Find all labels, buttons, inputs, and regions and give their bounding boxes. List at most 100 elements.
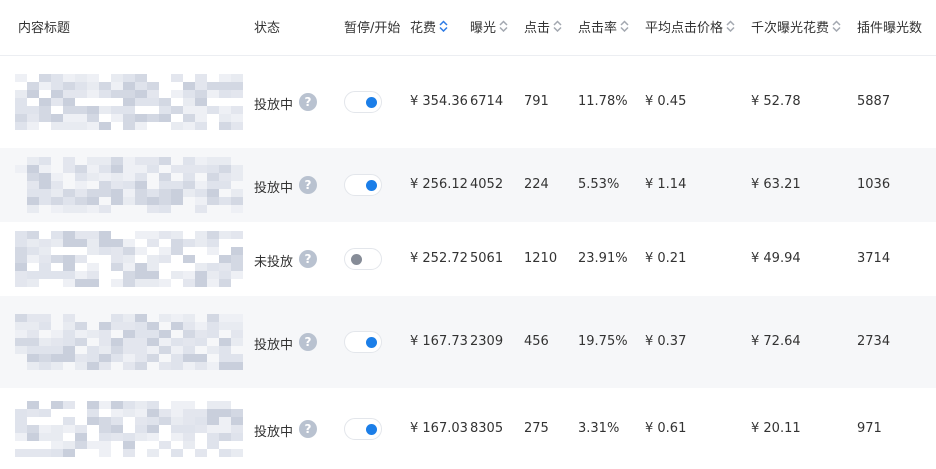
blur-pixel <box>231 73 243 82</box>
blur-pixel <box>15 97 27 106</box>
blur-pixel <box>99 424 111 433</box>
blur-pixel <box>27 330 39 338</box>
help-icon[interactable]: ? <box>299 250 317 268</box>
sort-icon[interactable] <box>726 20 735 32</box>
blur-pixel <box>159 255 171 263</box>
blur-pixel <box>51 189 63 197</box>
blur-pixel <box>183 255 195 263</box>
blur-pixel <box>87 247 99 255</box>
toggle-switch[interactable] <box>344 417 382 440</box>
blur-pixel <box>195 338 207 346</box>
blur-pixel <box>99 189 111 197</box>
blur-pixel <box>195 279 207 287</box>
blur-pixel <box>99 105 111 114</box>
blur-pixel <box>27 271 39 279</box>
blur-pixel <box>159 173 171 181</box>
sort-icon[interactable] <box>499 20 508 32</box>
sort-icon[interactable] <box>553 20 562 32</box>
blur-pixel <box>183 173 195 181</box>
help-icon[interactable]: ? <box>299 333 317 351</box>
blur-pixel <box>123 121 135 130</box>
blur-pixel <box>63 263 75 271</box>
blur-pixel <box>171 247 183 255</box>
column-header[interactable]: 千次曝光花费 <box>751 21 830 36</box>
blur-pixel <box>207 263 219 271</box>
blur-pixel <box>171 271 183 279</box>
blur-pixel <box>171 354 183 362</box>
sort-icon[interactable] <box>832 20 841 32</box>
blur-pixel <box>27 121 39 130</box>
column-header[interactable]: 花费 <box>410 21 437 36</box>
blur-pixel <box>111 255 123 263</box>
blur-pixel <box>123 263 135 271</box>
blur-pixel <box>111 432 123 441</box>
blur-pixel <box>183 432 195 441</box>
blur-pixel <box>99 205 111 213</box>
cell-value: ¥ 20.11 <box>751 420 801 436</box>
cell-value: 224 <box>524 177 549 192</box>
cell-value: ¥ 52.78 <box>751 93 801 109</box>
column-header[interactable]: 曝光 <box>470 21 497 36</box>
blur-pixel <box>135 197 147 205</box>
blur-pixel <box>219 89 231 98</box>
blur-pixel <box>39 181 51 189</box>
blur-pixel <box>159 416 171 425</box>
cell-value: 275 <box>524 420 549 436</box>
blur-pixel <box>159 314 171 322</box>
help-icon[interactable]: ? <box>299 419 317 438</box>
blur-pixel <box>219 432 231 441</box>
blurred-title <box>15 73 243 130</box>
sort-icon[interactable] <box>620 20 629 32</box>
blur-pixel <box>39 165 51 173</box>
blur-pixel <box>123 255 135 263</box>
blur-pixel <box>159 97 171 106</box>
blur-pixel <box>15 263 27 271</box>
blur-pixel <box>123 400 135 409</box>
blur-pixel <box>75 105 87 114</box>
blur-pixel <box>15 279 27 287</box>
blur-pixel <box>231 173 243 181</box>
blur-pixel <box>39 157 51 165</box>
column-header[interactable]: 点击 <box>524 21 551 36</box>
blur-pixel <box>99 157 111 165</box>
toggle-switch[interactable] <box>344 90 382 113</box>
blur-pixel <box>171 448 183 457</box>
toggle-knob <box>351 254 362 265</box>
toggle-knob <box>366 96 377 108</box>
blur-pixel <box>63 400 75 409</box>
blur-pixel <box>195 416 207 425</box>
blur-pixel <box>87 105 99 114</box>
blur-pixel <box>183 239 195 247</box>
blur-pixel <box>39 314 51 322</box>
blur-pixel <box>15 231 27 239</box>
cell-value: 2734 <box>857 334 891 349</box>
blur-pixel <box>63 73 75 82</box>
blur-pixel <box>135 338 147 346</box>
blur-pixel <box>63 440 75 449</box>
cell-value: 11.78% <box>578 93 628 109</box>
column-header[interactable]: 点击率 <box>578 21 618 36</box>
blur-pixel <box>15 346 27 354</box>
blur-pixel <box>183 408 195 417</box>
blur-pixel <box>51 181 63 189</box>
sort-icon[interactable] <box>439 20 448 32</box>
blur-pixel <box>27 157 39 165</box>
cell-value: ¥ 256.12 <box>410 177 468 192</box>
blur-pixel <box>51 255 63 263</box>
help-icon[interactable]: ? <box>299 176 317 194</box>
toggle-switch[interactable] <box>344 331 382 353</box>
blur-pixel <box>135 157 147 165</box>
cell-value: 2309 <box>470 334 504 349</box>
blur-pixel <box>123 279 135 287</box>
blur-pixel <box>75 181 87 189</box>
help-icon[interactable]: ? <box>299 92 317 111</box>
blur-pixel <box>183 157 195 165</box>
toggle-switch[interactable] <box>344 248 382 270</box>
blur-pixel <box>51 440 63 449</box>
column-header: 内容标题 <box>18 21 71 36</box>
blur-pixel <box>219 165 231 173</box>
blur-pixel <box>63 113 75 122</box>
toggle-switch[interactable] <box>344 174 382 196</box>
blur-pixel <box>171 89 183 98</box>
column-header[interactable]: 平均点击价格 <box>645 21 724 36</box>
